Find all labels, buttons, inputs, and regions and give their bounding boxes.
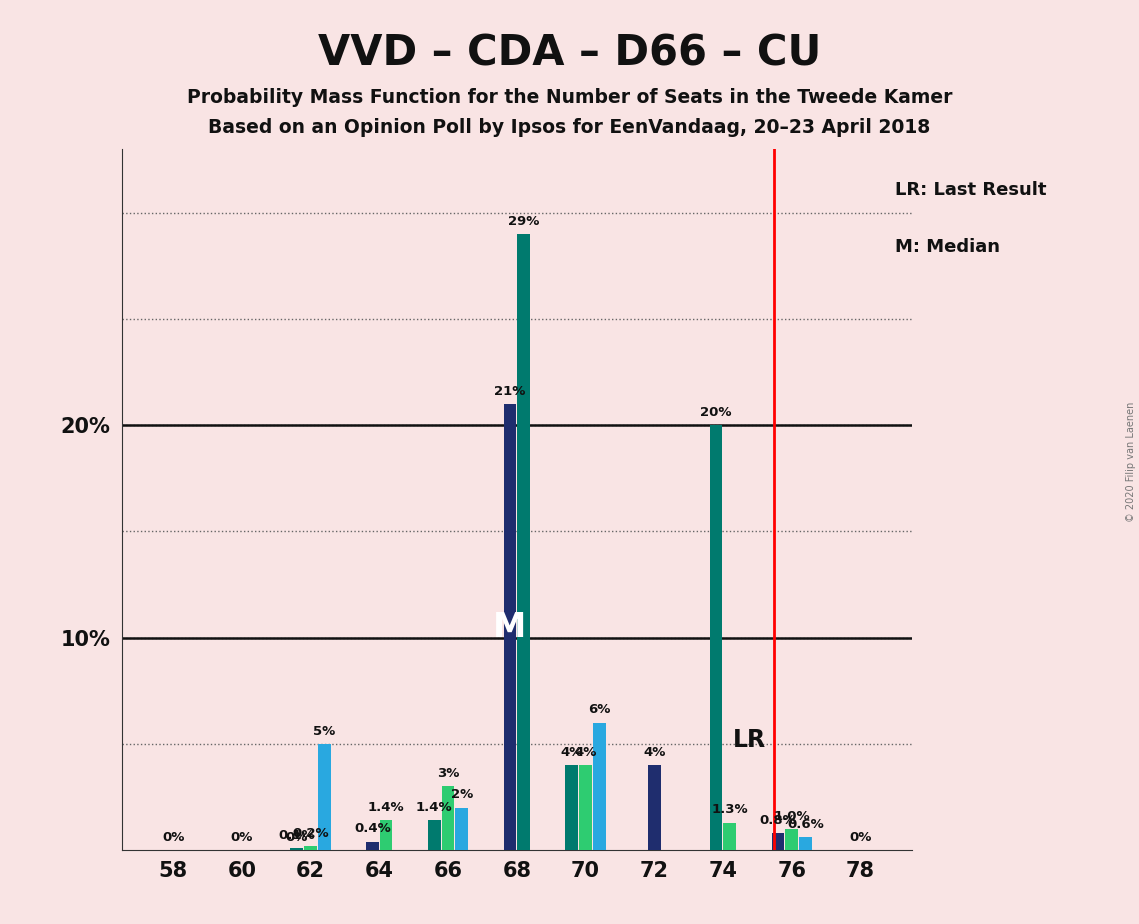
Bar xyxy=(800,837,812,850)
Bar xyxy=(379,821,393,850)
Bar xyxy=(503,404,516,850)
Text: © 2020 Filip van Laenen: © 2020 Filip van Laenen xyxy=(1126,402,1136,522)
Text: 1.4%: 1.4% xyxy=(416,801,452,814)
Bar xyxy=(723,822,736,850)
Bar xyxy=(565,765,579,850)
Text: M: Median: M: Median xyxy=(895,238,1000,256)
Text: 0%: 0% xyxy=(230,831,253,844)
Text: LR: Last Result: LR: Last Result xyxy=(895,181,1047,199)
Bar xyxy=(304,845,317,850)
Text: Based on an Opinion Poll by Ipsos for EenVandaag, 20–23 April 2018: Based on an Opinion Poll by Ipsos for Ee… xyxy=(208,118,931,138)
Bar xyxy=(290,848,303,850)
Text: 1.4%: 1.4% xyxy=(368,801,404,814)
Text: 4%: 4% xyxy=(574,746,597,759)
Text: 0.2%: 0.2% xyxy=(293,827,329,840)
Bar xyxy=(771,833,785,850)
Text: 0.4%: 0.4% xyxy=(354,822,391,835)
Text: 5%: 5% xyxy=(313,724,335,737)
Bar xyxy=(318,744,330,850)
Bar xyxy=(456,808,468,850)
Bar xyxy=(366,842,379,850)
Text: M: M xyxy=(493,611,526,643)
Bar xyxy=(648,765,661,850)
Text: 2%: 2% xyxy=(451,788,473,801)
Text: 3%: 3% xyxy=(437,767,459,780)
Bar xyxy=(428,821,441,850)
Text: 20%: 20% xyxy=(700,406,732,419)
Text: 0%: 0% xyxy=(162,831,185,844)
Text: 0%: 0% xyxy=(286,831,308,844)
Bar xyxy=(517,234,530,850)
Text: 1.0%: 1.0% xyxy=(773,809,810,822)
Text: 4%: 4% xyxy=(560,746,583,759)
Text: 0.6%: 0.6% xyxy=(787,818,823,831)
Bar xyxy=(593,723,606,850)
Text: 6%: 6% xyxy=(588,703,611,716)
Text: 1.3%: 1.3% xyxy=(712,803,748,816)
Text: Probability Mass Function for the Number of Seats in the Tweede Kamer: Probability Mass Function for the Number… xyxy=(187,88,952,107)
Text: 4%: 4% xyxy=(644,746,665,759)
Bar xyxy=(442,786,454,850)
Bar xyxy=(710,425,722,850)
Text: VVD – CDA – D66 – CU: VVD – CDA – D66 – CU xyxy=(318,32,821,74)
Text: 21%: 21% xyxy=(494,384,525,397)
Text: 0%: 0% xyxy=(850,831,871,844)
Bar xyxy=(579,765,592,850)
Text: 0.8%: 0.8% xyxy=(760,814,796,827)
Text: 0.1%: 0.1% xyxy=(279,829,316,842)
Text: 29%: 29% xyxy=(508,214,539,227)
Bar xyxy=(786,829,798,850)
Text: LR: LR xyxy=(732,728,765,752)
